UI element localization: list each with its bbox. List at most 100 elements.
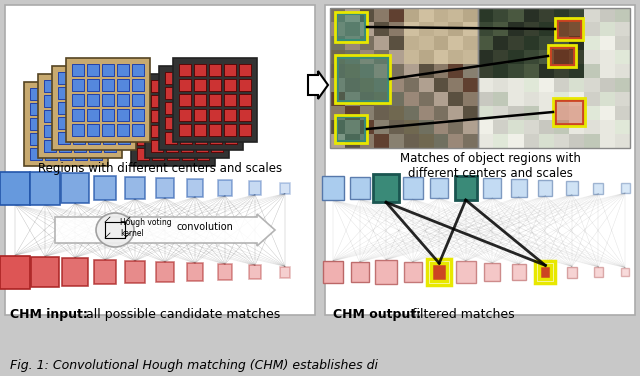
Bar [224,64,236,76]
Bar [194,79,206,91]
Bar [554,120,569,134]
Bar [449,120,463,134]
Bar [434,50,449,64]
Bar [225,87,237,99]
Bar [539,64,554,78]
Bar [218,264,232,280]
Bar [569,50,584,64]
Bar [463,50,478,64]
Bar [449,22,463,36]
Bar [118,102,130,114]
Bar [102,94,114,106]
Bar [60,103,72,115]
Bar [584,106,600,120]
Bar [600,78,615,92]
Bar [58,132,70,144]
Bar [125,177,145,199]
Bar [179,94,191,106]
Bar [75,133,87,145]
Bar [427,259,451,285]
Bar [74,95,86,107]
Bar [539,36,554,50]
Bar [463,50,478,64]
Bar [431,263,447,281]
Bar [60,88,72,100]
Bar [60,148,72,160]
Bar [87,124,99,136]
Bar [404,78,419,92]
Bar [584,92,600,106]
Bar [195,117,207,129]
Bar [615,120,630,134]
Bar [524,22,539,36]
Bar [167,133,179,145]
Bar [478,8,630,148]
Bar [550,47,574,65]
Bar [249,265,261,279]
Bar [539,36,554,50]
FancyArrow shape [308,71,328,99]
Bar [419,78,434,92]
Bar [569,22,584,36]
Bar [593,182,604,194]
Bar [434,50,449,64]
Bar [600,64,615,78]
Bar [404,36,419,50]
Bar [449,50,463,64]
Bar [493,8,508,22]
Text: CHM output:: CHM output: [333,308,421,321]
Bar [5,5,315,315]
Bar [511,179,527,197]
Bar [44,125,56,137]
Bar [419,22,434,36]
Bar [554,134,569,148]
Bar [166,95,178,107]
Bar [30,171,60,205]
Bar [167,148,179,160]
Bar [345,8,360,22]
Bar [209,124,221,136]
Bar [493,36,508,50]
Bar [75,103,87,115]
Bar [330,36,345,50]
Bar [430,178,448,198]
Bar [404,36,419,50]
Bar [330,8,345,22]
Bar [360,8,374,22]
Bar [145,74,229,158]
Bar [419,50,434,64]
Bar [181,110,193,122]
Bar [584,8,600,22]
Bar [455,176,477,200]
Bar [104,125,116,137]
Bar [61,173,89,203]
Bar [539,120,554,134]
Bar [58,87,70,99]
Bar [374,78,389,92]
Bar [87,64,99,76]
Bar [478,22,493,36]
Bar [478,64,493,78]
Bar [374,92,389,106]
Bar [75,118,87,130]
Text: Fig. 1: Convolutional Hough matching (CHM) establishes di: Fig. 1: Convolutional Hough matching (CH… [10,359,378,372]
Bar [118,117,130,129]
Bar [360,22,374,36]
Bar [600,50,615,64]
Bar [484,263,500,281]
Bar [117,109,129,121]
Bar [182,133,194,145]
Bar [181,95,193,107]
Bar [539,78,554,92]
Bar [374,64,389,78]
Bar [137,103,149,115]
Bar [322,176,344,200]
Bar [103,87,115,99]
Bar [179,109,191,121]
Bar [330,8,478,148]
Bar [239,109,251,121]
Bar [104,140,116,152]
Bar [224,109,236,121]
Bar [74,110,86,122]
Bar [197,133,209,145]
